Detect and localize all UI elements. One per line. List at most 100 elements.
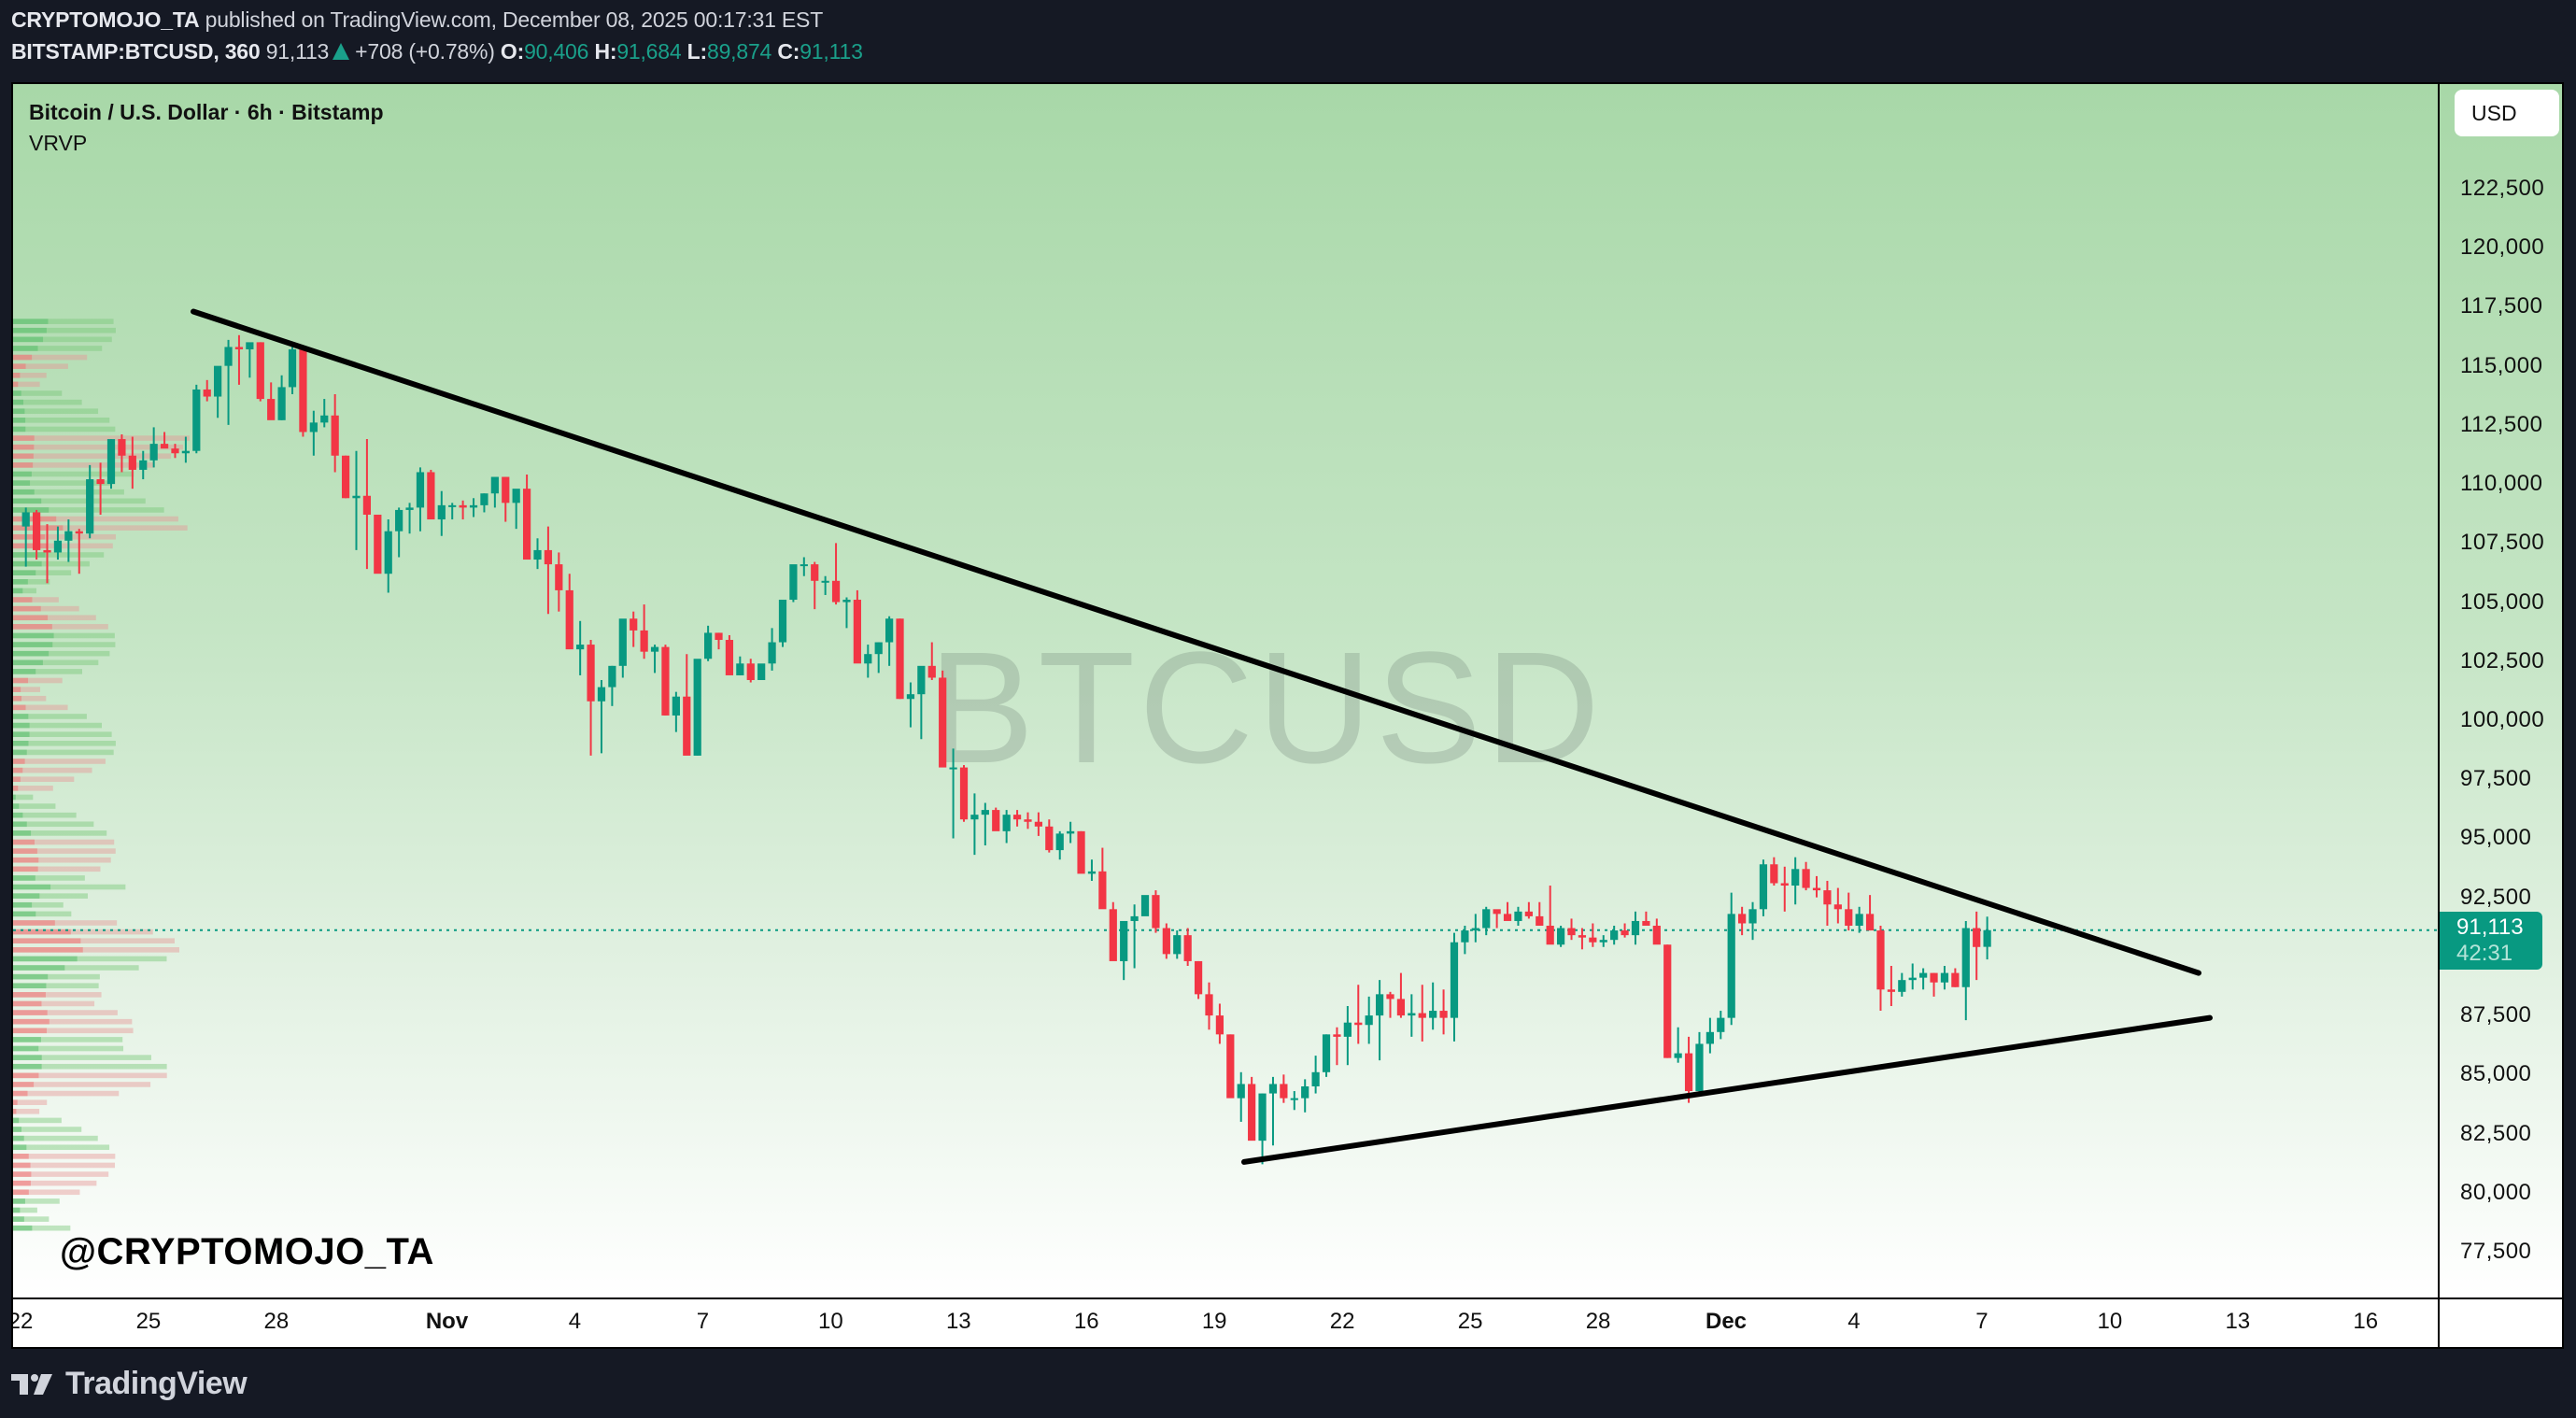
volume-profile-bar-inner — [13, 659, 43, 666]
volume-profile-bar — [13, 1216, 50, 1222]
volume-profile-bar — [13, 336, 112, 343]
volume-profile-bar — [13, 749, 114, 756]
candle-body-down — [1503, 914, 1512, 921]
volume-profile-bar-inner — [13, 857, 39, 863]
time-tick: 16 — [2353, 1309, 2379, 1334]
candle-body-down — [1823, 890, 1832, 905]
time-tick: Nov — [425, 1309, 469, 1334]
volume-profile-bar-inner — [13, 938, 81, 943]
volume-profile-bar-inner — [13, 714, 29, 719]
price-tick: 95,000 — [2460, 825, 2532, 851]
candle-body-down — [1152, 895, 1160, 929]
volume-profile-bar — [13, 687, 41, 692]
volume-profile-bar-inner — [13, 956, 78, 962]
indicator-vrvp-label[interactable]: VRVP — [29, 131, 88, 155]
candle-body-up — [1706, 1031, 1714, 1044]
candle-body-up — [288, 348, 297, 388]
volume-profile-bar-inner — [13, 830, 32, 836]
candle-body-down — [927, 665, 936, 678]
currency-button[interactable]: USD — [2455, 90, 2559, 136]
volume-profile-bar-inner — [13, 884, 51, 890]
volume-profile-bar-inner — [13, 776, 21, 783]
chart-legend-title[interactable]: Bitcoin / U.S. Dollar · 6h · Bitstamp — [29, 100, 384, 124]
time-axis[interactable]: 22 25 28 Nov 4 7 10 13 16 19 22 25 28 Dec 4 7 10 13 16 — [13, 1297, 2438, 1347]
candle-body-down — [1045, 826, 1054, 851]
volume-profile-bar-inner — [13, 875, 35, 881]
candle-body-down — [1738, 914, 1747, 924]
volume-profile-bar-inner — [13, 597, 33, 603]
candle-body-down — [427, 472, 435, 520]
volume-profile-bar — [13, 426, 116, 432]
candle-body-up — [608, 665, 616, 688]
up-arrow-icon — [333, 43, 350, 60]
volume-profile-bar-inner — [13, 1154, 29, 1159]
volume-profile-bar-inner — [13, 786, 19, 791]
volume-profile-bar — [13, 453, 172, 460]
volume-profile-bar — [13, 1010, 118, 1015]
volume-profile-bar — [13, 327, 116, 333]
candle-body-up — [53, 540, 63, 553]
time-tick: 7 — [1975, 1309, 1989, 1334]
volume-profile-bar — [13, 857, 111, 863]
volume-profile-bar-inner — [13, 794, 16, 801]
volume-profile-bar-inner — [13, 1162, 31, 1169]
volume-profile-bar-inner — [13, 687, 21, 692]
candle-body-up — [1940, 972, 1949, 983]
volume-profile-bar — [13, 911, 72, 917]
candle-body-up — [917, 665, 926, 695]
candle-body-up — [86, 479, 94, 534]
candle-body-up — [149, 444, 158, 461]
candle-body-down — [1215, 1015, 1224, 1035]
candle-body-down — [75, 531, 83, 534]
price-tick: 115,000 — [2460, 352, 2543, 378]
price-tick: 85,000 — [2460, 1061, 2532, 1087]
candle-body-down — [1589, 937, 1597, 943]
volume-profile-bar — [13, 875, 85, 881]
time-tick: 10 — [2097, 1309, 2123, 1334]
candle-body-down — [715, 632, 723, 641]
volume-profile-bar-inner — [13, 911, 36, 917]
price-tick: 80,000 — [2460, 1179, 2532, 1205]
tradingview-logo[interactable]: TradingView — [11, 1366, 248, 1402]
candle-body-up — [480, 493, 488, 505]
candle-body-up — [395, 509, 403, 532]
candlestick-plot[interactable] — [13, 84, 2438, 1297]
candle-body-down — [1812, 887, 1821, 891]
volume-profile-bar-inner — [13, 965, 65, 971]
high-value: 91,684 — [616, 39, 682, 64]
volume-profile-bar-inner — [13, 759, 25, 764]
candle-body-up — [1408, 1013, 1416, 1016]
candle-body-down — [267, 399, 276, 420]
volume-profile-bar — [13, 786, 53, 791]
candle-body-up — [181, 450, 191, 454]
volume-profile-bar — [13, 1108, 40, 1114]
candle-body-up — [1120, 920, 1128, 961]
time-tick: 7 — [696, 1309, 710, 1334]
candle-body-down — [1109, 909, 1117, 961]
candle-body-down — [1183, 935, 1192, 961]
volume-profile-bar — [13, 444, 183, 450]
price-axis[interactable]: USD 122,500 120,000 117,500 115,000 112,500 1… — [2438, 84, 2562, 1297]
volume-profile-bar-inner — [13, 1018, 50, 1025]
chart-pane[interactable]: BTCUSD Bitcoin / U.S. Dollar · 6h · Bits… — [13, 84, 2438, 1297]
symbol-ohlc-bar: BITSTAMP:BTCUSD, 360 91,113 +708 (+0.78%)… — [11, 39, 863, 64]
volume-profile-bar — [13, 1082, 151, 1087]
candle-body-up — [1855, 914, 1863, 927]
candle-body-down — [939, 677, 947, 768]
candle-body-down — [522, 489, 531, 560]
volume-profile-bar-inner — [13, 354, 33, 361]
volume-profile-bar-inner — [13, 992, 46, 998]
candle-body-up — [949, 767, 957, 770]
candle-body-up — [885, 618, 894, 643]
volume-profile-bar — [13, 1090, 120, 1097]
volume-profile-bar-inner — [13, 579, 28, 585]
candle-body-up — [106, 439, 116, 485]
candle-body-down — [896, 618, 904, 700]
candle-body-down — [1077, 830, 1085, 874]
volume-profile-bar — [13, 570, 72, 575]
volume-profile-bar-inner — [13, 418, 26, 423]
candle-body-up — [1311, 1071, 1320, 1086]
volume-profile-bar-inner — [13, 821, 27, 828]
price-tick: 97,500 — [2460, 766, 2532, 792]
time-tick: 16 — [1073, 1309, 1099, 1334]
